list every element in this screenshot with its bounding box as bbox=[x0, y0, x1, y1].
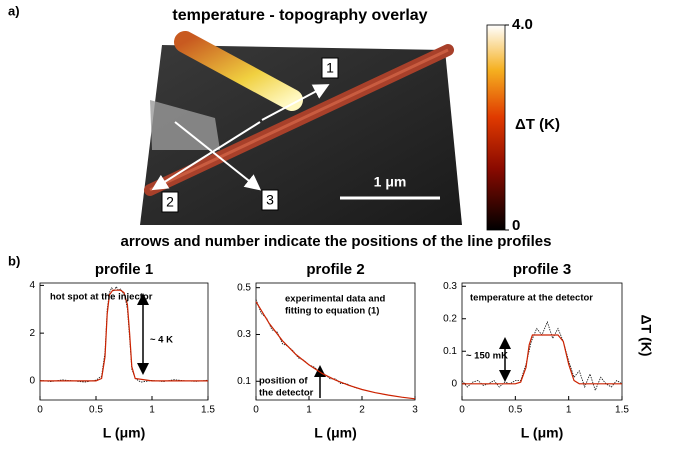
chart-title: profile 3 bbox=[513, 261, 571, 278]
x-axis-label: L (μm) bbox=[521, 425, 564, 441]
series-line bbox=[255, 301, 416, 400]
x-tick-label: 0 bbox=[459, 405, 465, 416]
scale-bar-label: 1 μm bbox=[374, 174, 407, 190]
annotation-arrows bbox=[137, 293, 511, 398]
x-tick-label: 1 bbox=[566, 405, 572, 416]
x-tick-label: 0.5 bbox=[89, 405, 103, 416]
arrow-label: 1 bbox=[326, 60, 334, 76]
x-tick-label: 1 bbox=[306, 405, 312, 416]
x-tick-label: 0.5 bbox=[508, 405, 522, 416]
arrow-label: 3 bbox=[266, 192, 274, 208]
y-axis-label: ΔT (K) bbox=[638, 315, 654, 357]
x-tick-label: 2 bbox=[359, 405, 365, 416]
y-tick-label: 0 bbox=[451, 378, 457, 389]
y-tick-label: 4 bbox=[29, 280, 35, 291]
x-axis-label: L (μm) bbox=[314, 425, 357, 441]
annotation: ~ 4 K bbox=[150, 335, 173, 346]
chart-title: profile 1 bbox=[95, 261, 153, 278]
arrow-label: 2 bbox=[166, 194, 174, 210]
annotation: fitting to equation (1) bbox=[285, 306, 379, 317]
annotation: temperature at the detector bbox=[470, 293, 593, 304]
overlay-image bbox=[140, 31, 462, 225]
y-tick-label: 0.2 bbox=[443, 313, 457, 324]
y-tick-label: 0.3 bbox=[237, 329, 251, 340]
plot-frame bbox=[39, 282, 209, 401]
y-tick-label: 0.1 bbox=[237, 376, 251, 387]
panel-label: b) bbox=[8, 253, 20, 268]
series-line bbox=[462, 334, 622, 385]
plot-frame bbox=[461, 282, 623, 401]
y-tick-label: 0.1 bbox=[443, 346, 457, 357]
annotation: the detector bbox=[259, 388, 314, 399]
series-line bbox=[40, 289, 208, 382]
series-line bbox=[255, 299, 357, 389]
colorbar-tick-label: 4.0 bbox=[512, 16, 533, 33]
annotation: ~ 150 mK bbox=[466, 351, 508, 362]
x-axis-label: L (μm) bbox=[103, 425, 146, 441]
colorbar-label: ΔT (K) bbox=[515, 116, 560, 133]
annotation: hot spot at the injector bbox=[50, 292, 153, 303]
y-tick-label: 2 bbox=[29, 328, 35, 339]
y-tick-label: 0.3 bbox=[443, 281, 457, 292]
y-tick-label: 0.5 bbox=[237, 282, 251, 293]
x-tick-label: 3 bbox=[412, 405, 418, 416]
x-tick-label: 1.5 bbox=[201, 405, 215, 416]
panel-title: temperature - topography overlay bbox=[172, 7, 427, 24]
plot-frame bbox=[255, 282, 416, 401]
colorbar bbox=[486, 24, 506, 231]
y-tick-label: 0 bbox=[29, 376, 35, 387]
chart-title: profile 2 bbox=[306, 261, 364, 278]
annotation: position of bbox=[259, 376, 308, 387]
panel-label: a) bbox=[8, 3, 20, 18]
x-tick-label: 1 bbox=[149, 405, 155, 416]
caption: arrows and number indicate the positions… bbox=[121, 233, 552, 250]
x-tick-label: 0 bbox=[37, 405, 43, 416]
x-tick-label: 1.5 bbox=[615, 405, 629, 416]
annotation: experimental data and bbox=[285, 294, 386, 305]
x-tick-label: 0 bbox=[253, 405, 259, 416]
colorbar-tick-label: 0 bbox=[512, 217, 520, 234]
